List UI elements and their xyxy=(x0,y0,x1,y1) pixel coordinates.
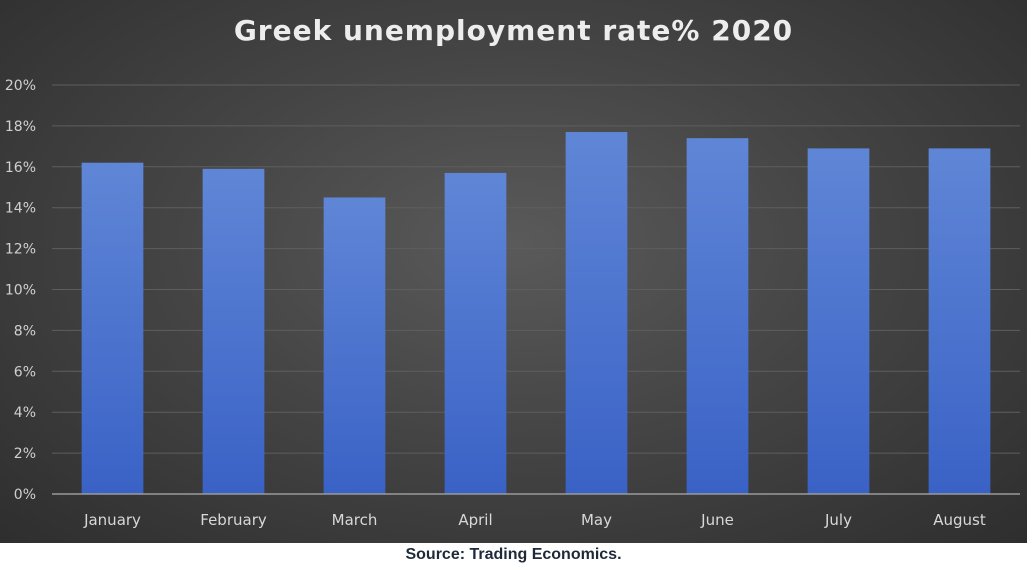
y-tick-label: 14% xyxy=(5,201,36,217)
bar-may xyxy=(565,132,628,494)
gridlines xyxy=(52,84,1020,454)
bar-february xyxy=(202,168,265,494)
y-tick-label: 10% xyxy=(5,283,36,299)
x-tick-label-february: February xyxy=(200,511,267,529)
y-tick-label: 20% xyxy=(5,78,36,94)
y-tick-label: 16% xyxy=(5,160,36,176)
x-tick-label-january: January xyxy=(83,511,141,529)
y-tick-label: 6% xyxy=(14,364,36,380)
y-tick-label: 0% xyxy=(14,487,36,503)
chart-title: Greek unemployment rate% 2020 xyxy=(233,14,794,47)
y-tick-label: 12% xyxy=(5,242,36,258)
x-tick-label-april: April xyxy=(458,511,492,529)
x-tick-label-may: May xyxy=(581,511,612,529)
bar-july xyxy=(807,148,870,494)
bars xyxy=(81,132,991,495)
y-tick-label: 18% xyxy=(5,119,36,135)
x-tick-label-august: August xyxy=(933,511,986,529)
chart-panel: Greek unemployment rate% 2020 0% 2% 4% 6% 8%… xyxy=(0,0,1027,543)
y-tick-label: 2% xyxy=(14,446,36,462)
source-note: Source: Trading Economics. xyxy=(405,546,622,563)
bar-june xyxy=(686,138,749,495)
y-tick-label: 8% xyxy=(14,323,36,339)
x-tick-label-june: June xyxy=(700,511,734,529)
bar-april xyxy=(444,172,507,494)
bar-march xyxy=(323,197,386,494)
x-tick-label-march: March xyxy=(332,511,378,529)
bar-january xyxy=(81,162,144,494)
y-axis-tick-labels: 0% 2% 4% 6% 8% 10% 12% 14% 16% 18% 20% xyxy=(5,78,36,503)
bar-chart: 0% 2% 4% 6% 8% 10% 12% 14% 16% 18% 20% January Febr… xyxy=(5,78,1020,529)
x-tick-label-july: July xyxy=(824,511,852,529)
y-tick-label: 4% xyxy=(14,405,36,421)
bar-august xyxy=(928,148,991,494)
x-axis-category-labels: January February March April May June July Augu… xyxy=(83,511,986,529)
